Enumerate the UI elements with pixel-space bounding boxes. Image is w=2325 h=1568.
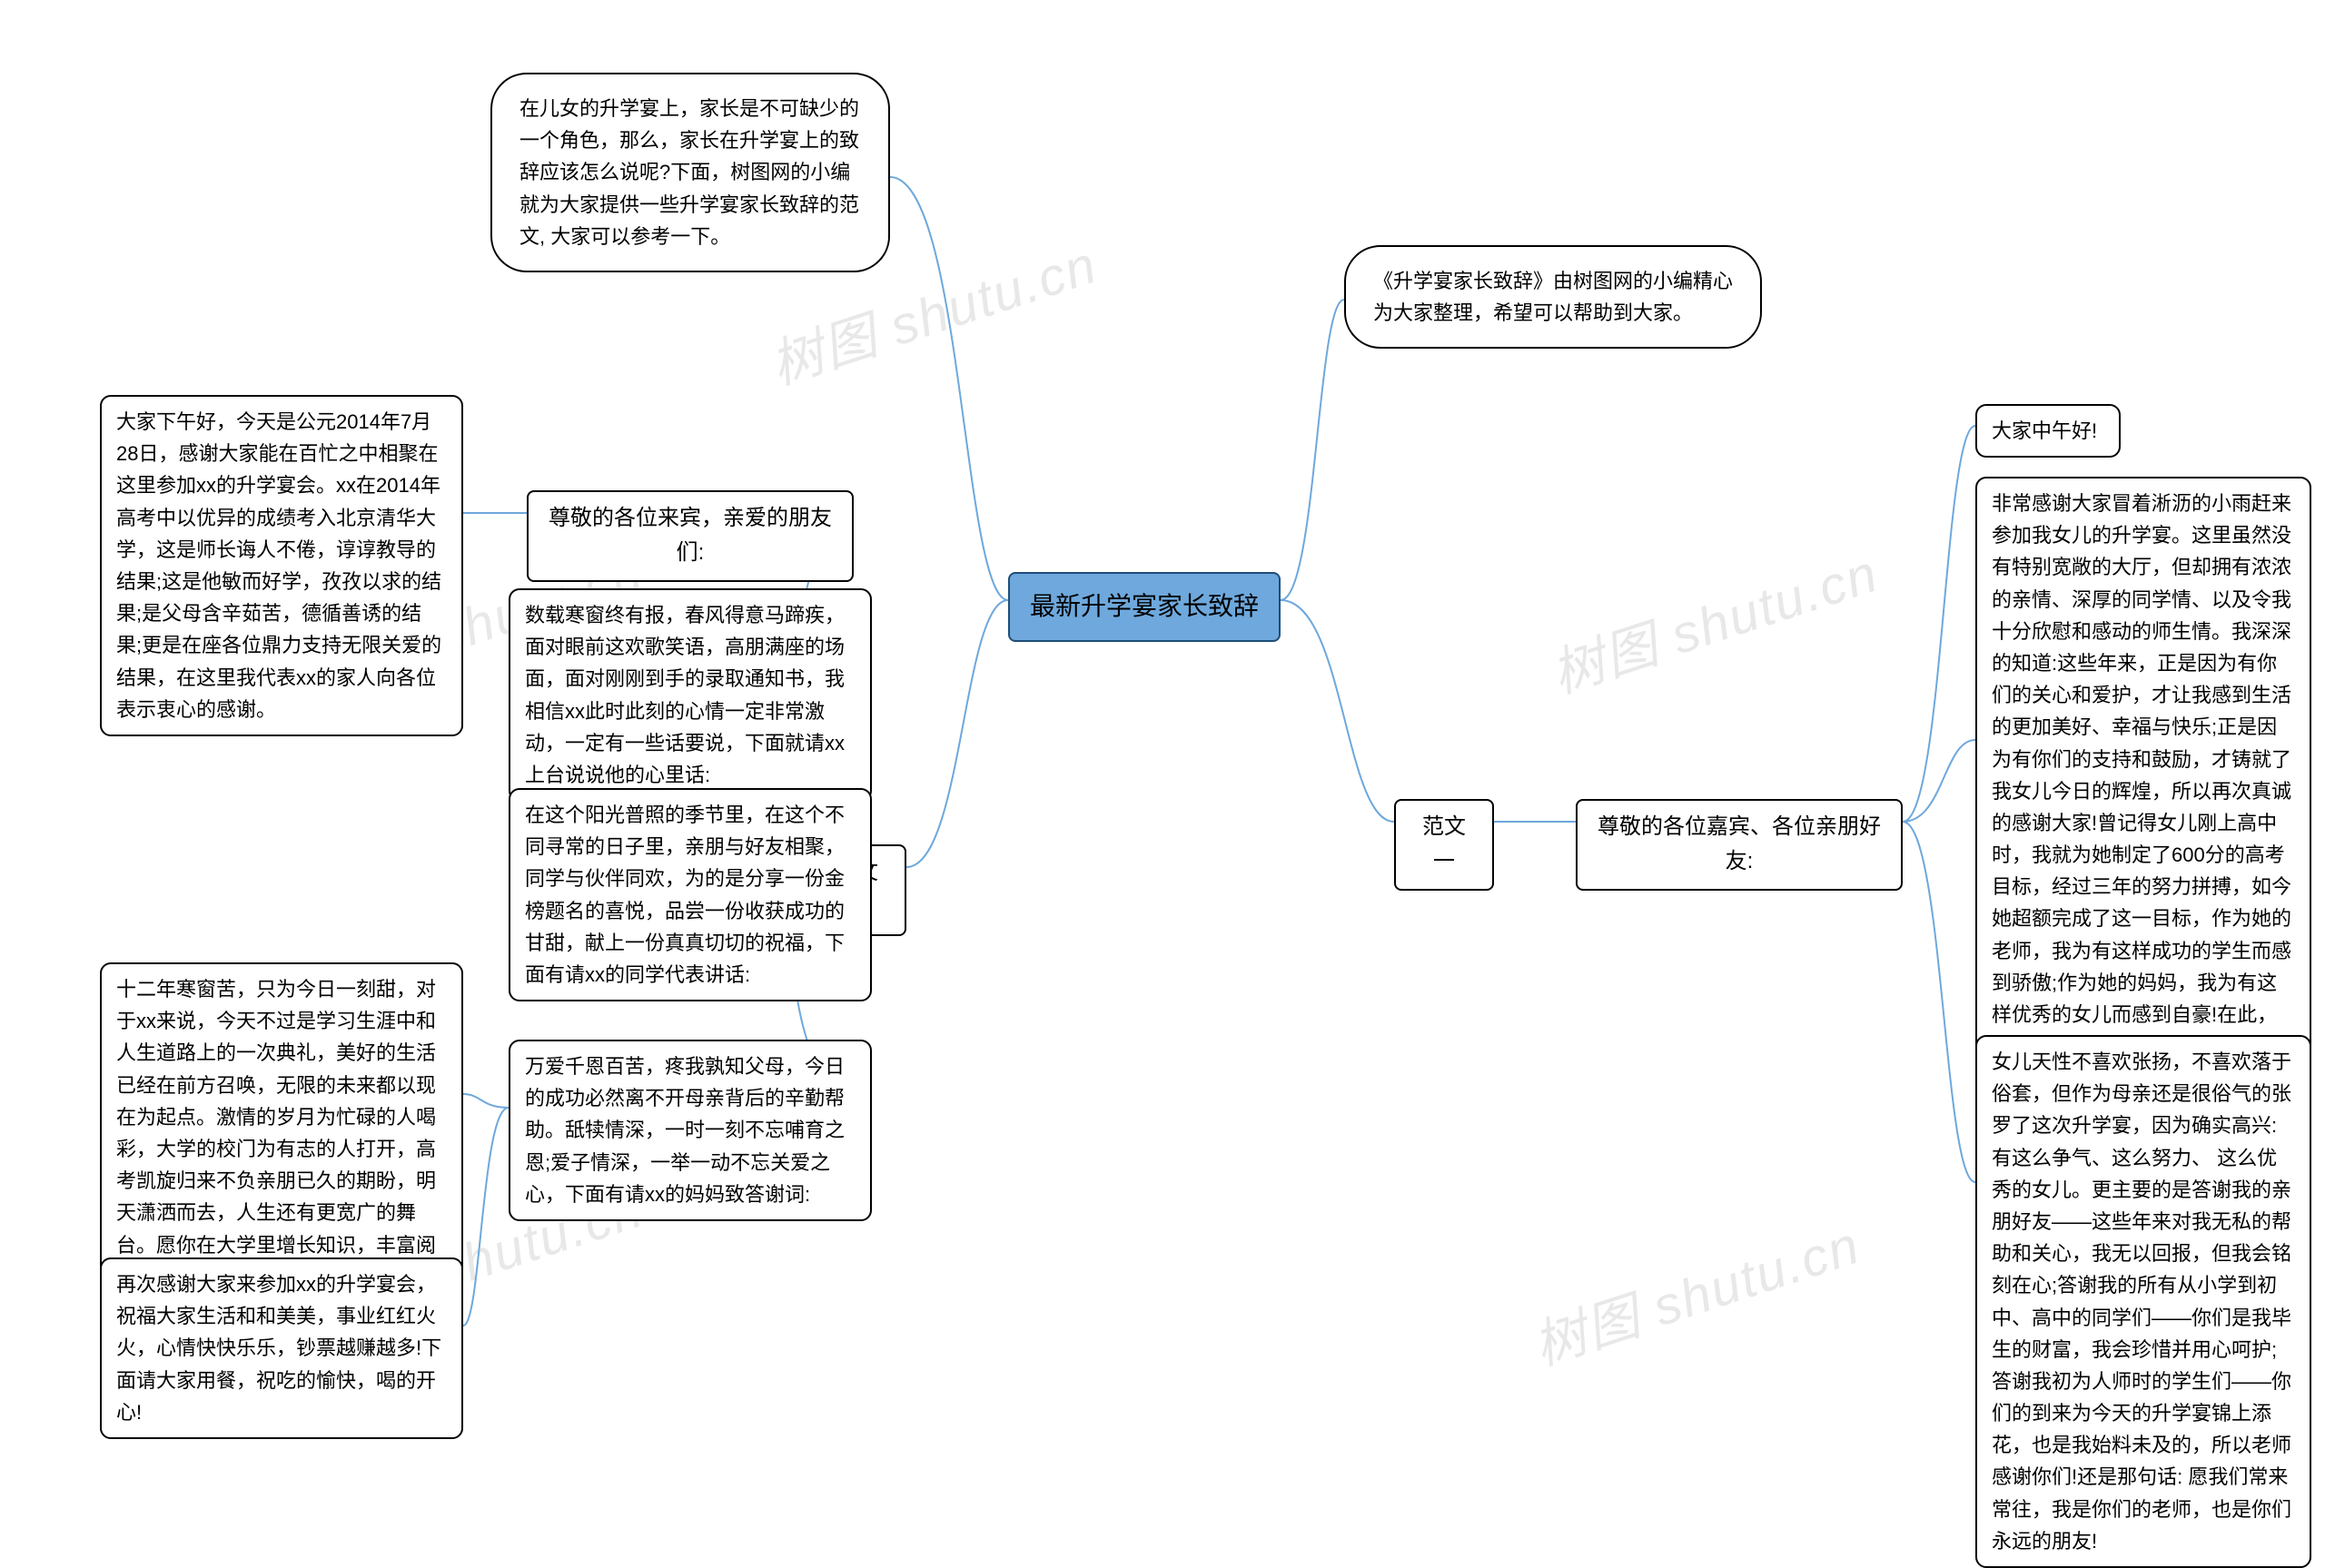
leaf-l1[interactable]: 大家下午好，今天是公元2014年7月28日，感谢大家能在百忙之中相聚在这里参加x… (100, 395, 463, 736)
leaf-l3[interactable]: 在这个阳光普照的季节里，在这个不同寻常的日子里，亲朋与好友相聚，同学与伙伴同欢，… (509, 788, 872, 1001)
watermark: 树图 shutu.cn (1522, 1202, 1868, 1379)
right-intro-node[interactable]: 《升学宴家长致辞》由树图网的小编精心为大家整理，希望可以帮助到大家。 (1344, 245, 1762, 349)
branch-fanwen1-sub[interactable]: 尊敬的各位嘉宾、各位亲朋好友: (1576, 799, 1903, 891)
left-intro-node[interactable]: 在儿女的升学宴上，家长是不可缺少的一个角色，那么，家长在升学宴上的致辞应该怎么说… (490, 73, 890, 272)
branch-fanwen2-sub[interactable]: 尊敬的各位来宾，亲爱的朋友们: (527, 490, 854, 582)
leaf-l2[interactable]: 数载寒窗终有报，春风得意马蹄疾，面对眼前这欢歌笑语，高朋满座的场面，面对刚刚到手… (509, 588, 872, 802)
leaf-r3[interactable]: 女儿天性不喜欢张扬，不喜欢落于俗套，但作为母亲还是很俗气的张罗了这次升学宴，因为… (1975, 1035, 2311, 1568)
leaf-l4[interactable]: 万爱千恩百苦，疼我孰知父母，今日的成功必然离不开母亲背后的辛勤帮助。舐犊情深，一… (509, 1040, 872, 1221)
leaf-l6[interactable]: 再次感谢大家来参加xx的升学宴会，祝福大家生活和和美美，事业红红火火，心情快快乐… (100, 1257, 463, 1439)
watermark: 树图 shutu.cn (1540, 530, 1886, 707)
branch-fanwen1[interactable]: 范文一 (1394, 799, 1494, 891)
mindmap-canvas: 树图 shutu.cn 树图 shutu.cn 树图 shutu.cn 树图 s… (0, 0, 2325, 1332)
leaf-r1[interactable]: 大家中午好! (1975, 404, 2121, 458)
root-node[interactable]: 最新升学宴家长致辞 (1008, 572, 1281, 642)
